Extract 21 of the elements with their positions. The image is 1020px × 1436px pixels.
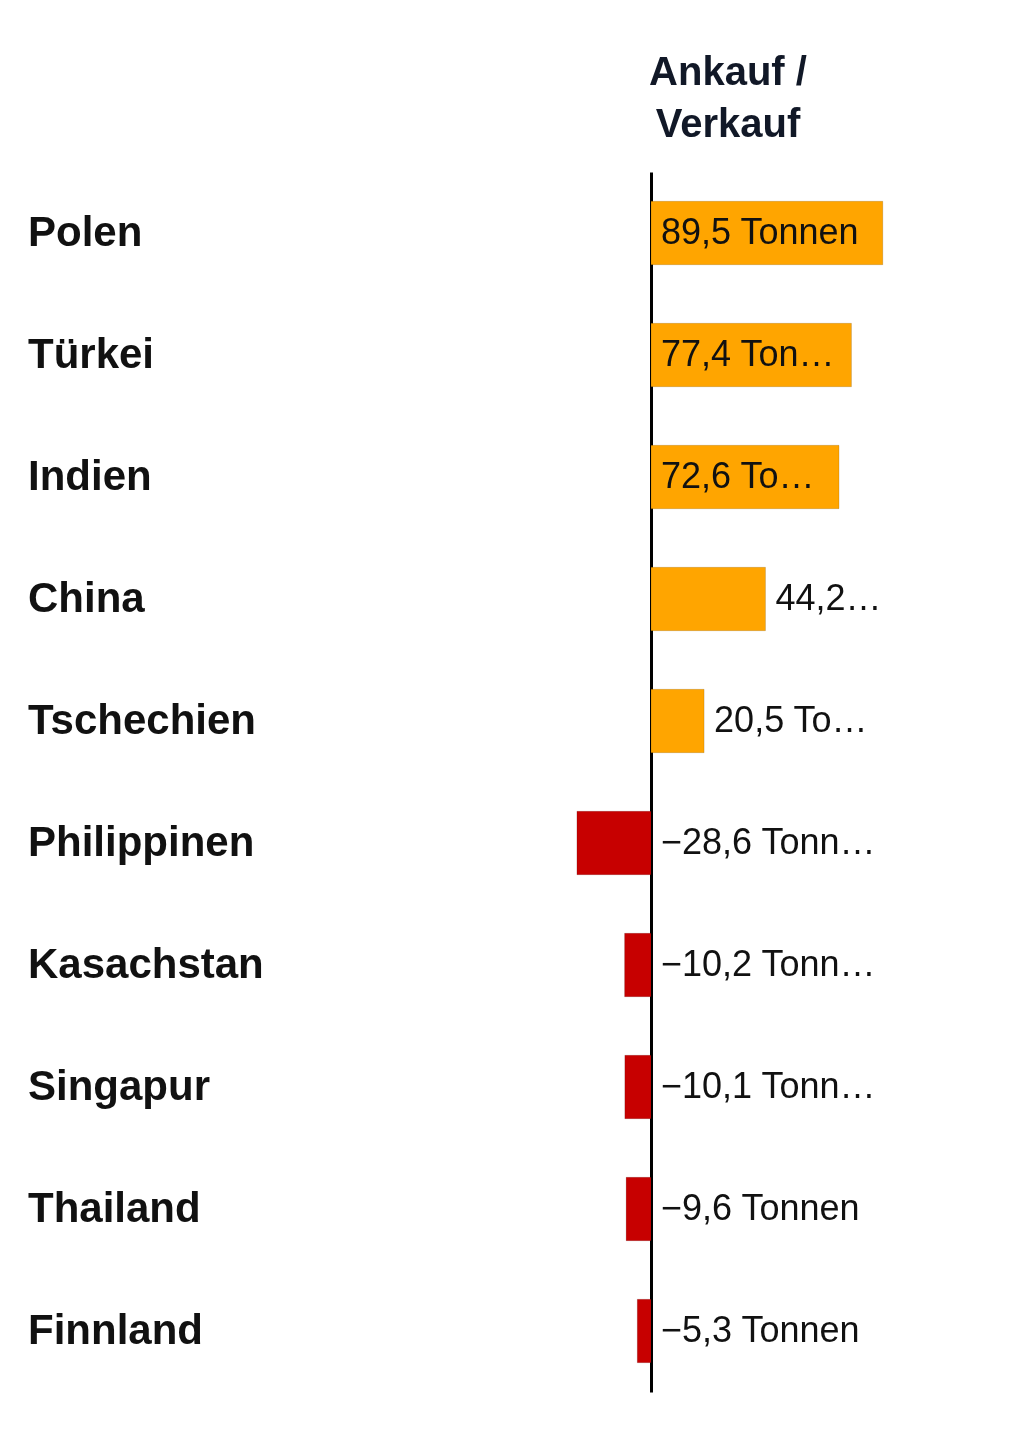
data-label: 89,5 Tonnen <box>661 211 859 252</box>
data-label: −9,6 Tonnen <box>661 1187 860 1228</box>
y-tick-label: Philippinen <box>28 818 255 865</box>
y-tick-label: Tschechien <box>28 696 256 743</box>
y-tick-label: Kasachstan <box>28 940 264 987</box>
data-label: −10,1 Tonn… <box>661 1065 876 1106</box>
y-tick-label: Indien <box>28 452 152 499</box>
y-tick-label: Finnland <box>28 1306 203 1353</box>
y-tick-label: Polen <box>28 208 143 255</box>
data-label: 44,2… <box>775 577 882 618</box>
data-label: 20,5 To… <box>714 699 868 740</box>
data-label: −28,6 Tonn… <box>661 821 876 862</box>
y-tick-label: Türkei <box>28 330 155 377</box>
y-tick-label: China <box>28 574 146 621</box>
data-label: 77,4 Ton… <box>661 333 835 374</box>
y-tick-label: Singapur <box>28 1062 211 1109</box>
chart-title: Ankauf / Verkauf <box>649 49 807 145</box>
y-tick-label: Thailand <box>28 1184 201 1231</box>
data-label: −5,3 Tonnen <box>661 1309 860 1350</box>
data-label: 72,6 To… <box>661 455 815 496</box>
data-label: −10,2 Tonn… <box>661 943 876 984</box>
